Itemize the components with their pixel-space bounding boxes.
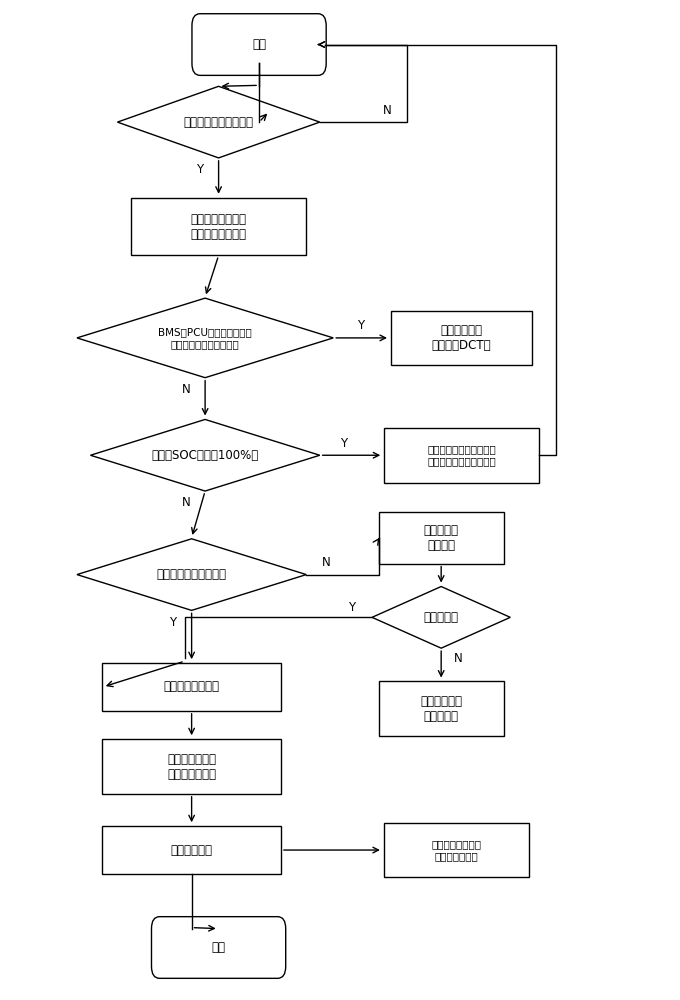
Text: 操作成功？: 操作成功？ [424, 611, 459, 624]
Text: 高压继电器是否吸合？: 高压继电器是否吸合？ [156, 568, 226, 581]
Text: N: N [182, 496, 190, 509]
Bar [379, 512, 504, 564]
Text: Y: Y [357, 319, 364, 332]
Bar [102, 739, 281, 794]
Text: Y: Y [196, 163, 203, 176]
Polygon shape [118, 86, 320, 158]
Text: Y: Y [340, 437, 347, 450]
Text: N: N [454, 652, 462, 665]
Text: 充电状态指示灯变化为绿
色，闪烁五分钟，并关闭: 充电状态指示灯变化为绿 色，闪烁五分钟，并关闭 [427, 444, 496, 466]
Bar [102, 663, 281, 711]
Polygon shape [90, 419, 320, 491]
Text: N: N [322, 556, 331, 569]
Bar [102, 826, 281, 874]
Bar [390, 311, 532, 365]
Text: 执行充串流程: 执行充串流程 [171, 844, 213, 857]
Text: 充电线连接状态指
示灯变换为绿色: 充电线连接状态指 示灯变换为绿色 [431, 839, 481, 861]
Text: N: N [383, 104, 392, 117]
Text: 开始: 开始 [252, 38, 266, 51]
Text: 向充电器发送电
流需求指令报文: 向充电器发送电 流需求指令报文 [167, 753, 216, 781]
Text: 结束: 结束 [211, 941, 226, 954]
Bar [384, 823, 528, 877]
Bar [384, 428, 539, 483]
Text: Y: Y [348, 601, 356, 614]
Text: 仪表盘上充串状态
指示灯显示为黄色: 仪表盘上充串状态 指示灯显示为黄色 [190, 213, 247, 241]
Text: 执行充串模式判断: 执行充串模式判断 [164, 680, 220, 693]
Text: N: N [182, 383, 190, 396]
Text: BMS、PCU、空调控制器是
否存在绝缘或短路故障？: BMS、PCU、空调控制器是 否存在绝缘或短路故障？ [158, 327, 252, 349]
FancyBboxPatch shape [192, 14, 326, 75]
Text: 执行继电器
吸合操作: 执行继电器 吸合操作 [424, 524, 459, 552]
Polygon shape [372, 587, 510, 648]
Text: 上报高压部件
严重故障DCT码: 上报高压部件 严重故障DCT码 [432, 324, 491, 352]
Bar [379, 681, 504, 736]
Text: Y: Y [169, 616, 176, 629]
Text: 电池包SOC是否为100%？: 电池包SOC是否为100%？ [152, 449, 258, 462]
Text: 上报高压继电
器吸合故障: 上报高压继电 器吸合故障 [420, 695, 462, 723]
Polygon shape [77, 298, 333, 378]
Polygon shape [77, 539, 306, 610]
Bar [131, 198, 306, 255]
FancyBboxPatch shape [152, 917, 286, 978]
Text: 接受充电器唤醒信号？: 接受充电器唤醒信号？ [184, 116, 254, 129]
